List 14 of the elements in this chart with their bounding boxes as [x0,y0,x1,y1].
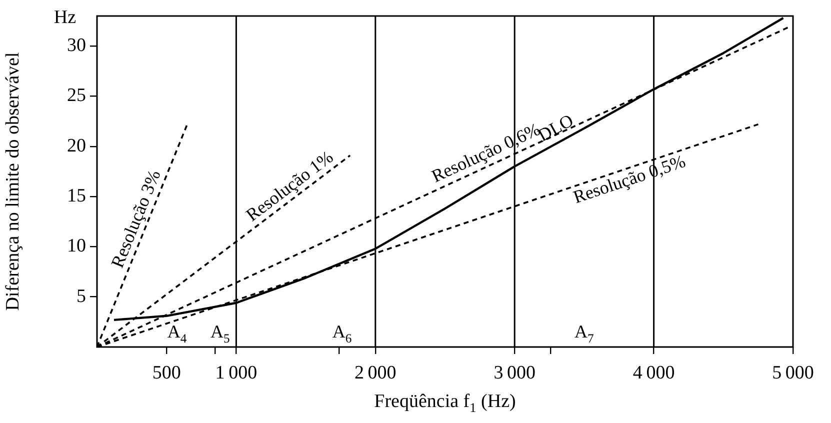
y-tick-label: 25 [67,85,86,106]
x-tick-label: 1 000 [215,362,258,384]
x-tick-label: 2 000 [354,362,396,384]
y-tick-label: 30 [67,35,86,56]
text: Hz [54,6,76,28]
y-tick-label: 20 [67,135,86,156]
y-tick-label: 10 [67,236,86,257]
x-tick-label: 3 000 [494,362,536,384]
x-tick-label: 500 [152,362,181,384]
y-axis-title: Diferença no limite do observável [2,52,24,311]
x-tick-label: 5 000 [772,362,814,384]
y-tick-label: 5 [76,286,86,307]
x-tick-label: 4 000 [632,362,675,384]
y-tick-label: 15 [67,186,86,207]
